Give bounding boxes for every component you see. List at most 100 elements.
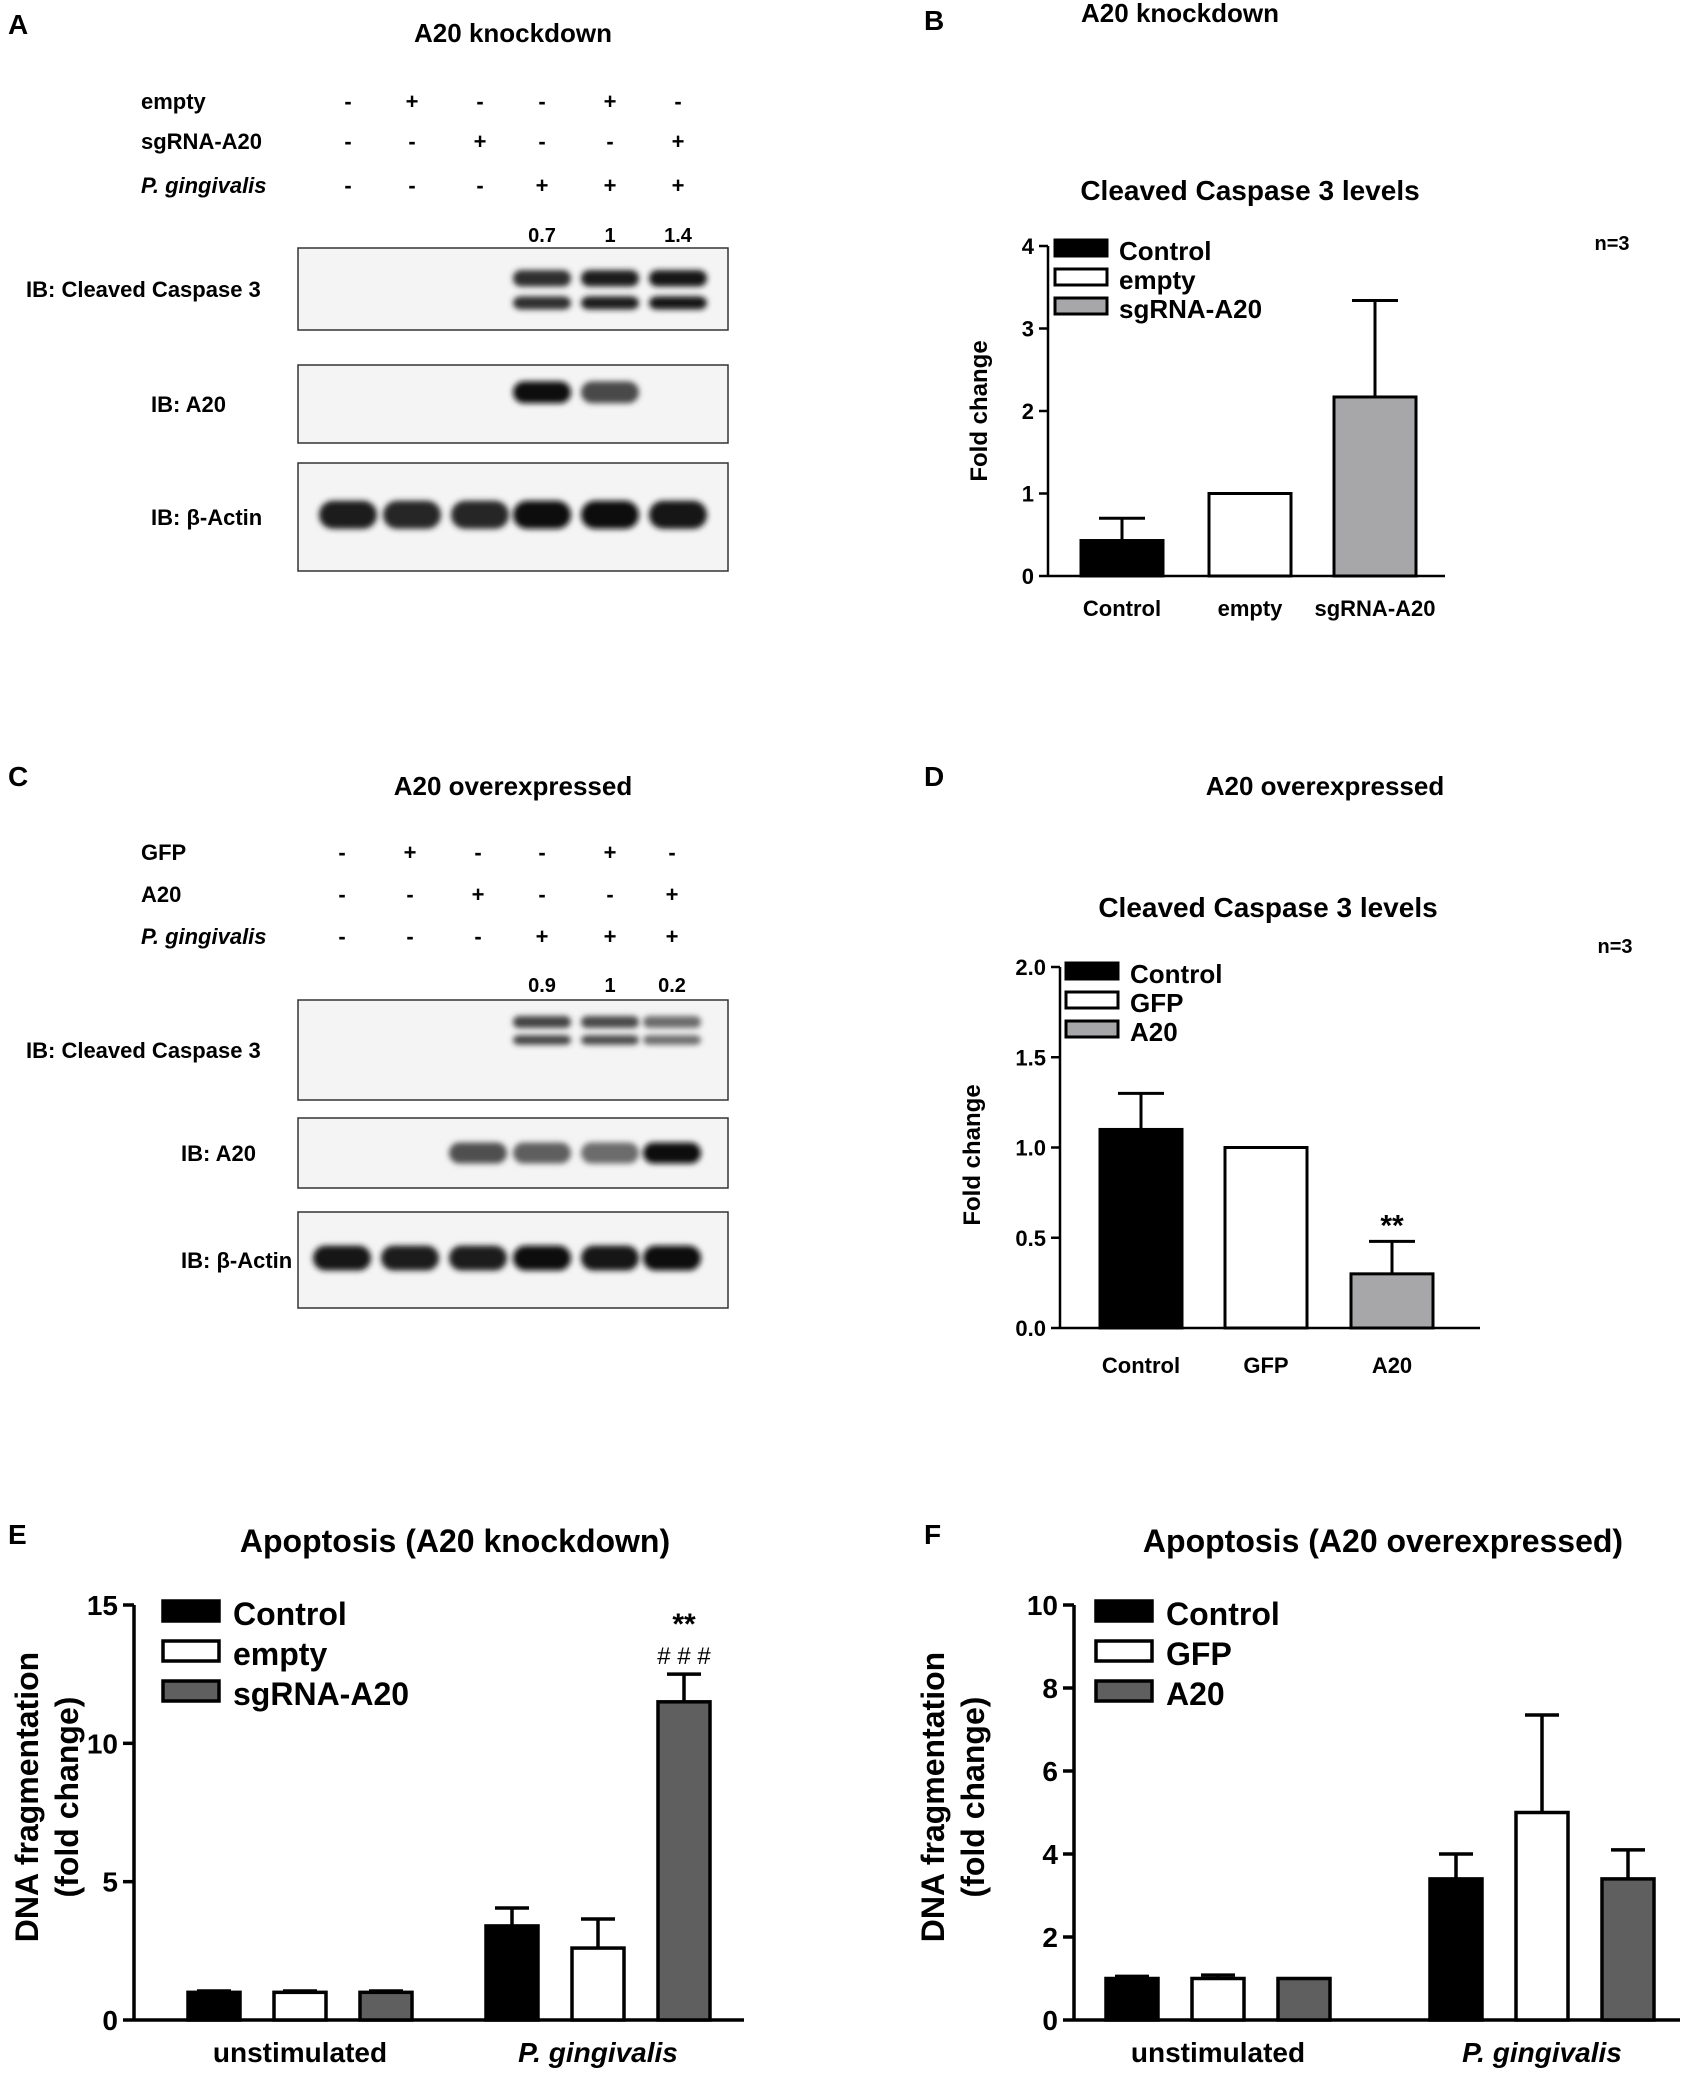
bar <box>1332 395 1418 578</box>
bar <box>484 1924 540 2022</box>
y-tick-label: 1 <box>1022 482 1034 507</box>
protein-band <box>513 1245 571 1271</box>
legend-label: Control <box>1130 959 1222 989</box>
chart-title: Cleaved Caspase 3 levels <box>1098 892 1437 923</box>
condition-sign: + <box>406 89 419 114</box>
significance-marker: ** <box>1380 1209 1404 1242</box>
protein-band <box>581 1142 639 1164</box>
condition-sign: - <box>344 129 351 154</box>
blot-membrane <box>297 364 729 444</box>
legend-swatch <box>1094 1599 1154 1623</box>
condition-sign: + <box>472 882 485 907</box>
condition-sign: + <box>536 173 549 198</box>
protein-band <box>643 1016 701 1028</box>
blot-label: IB: A20 <box>151 392 226 417</box>
bar <box>1098 1127 1184 1330</box>
sample-size-label: n=3 <box>1594 233 1629 255</box>
y-tick-label: 4 <box>1042 1839 1058 1870</box>
blot-membrane <box>297 999 729 1101</box>
condition-label: sgRNA-A20 <box>141 129 262 154</box>
protein-band <box>513 381 571 404</box>
protein-band <box>449 1142 507 1164</box>
grouped-bar-chart-panel-f: Apoptosis (A20 overexpressed) 0 2 4 6 8 10 DNA… <box>915 1523 1680 2068</box>
x-tick-label: P. gingivalis <box>518 2037 678 2068</box>
x-tick-label: empty <box>1218 596 1284 621</box>
protein-band <box>643 1245 701 1271</box>
x-tick-label: unstimulated <box>213 2037 387 2068</box>
band-ratio: 0.9 <box>528 975 556 997</box>
y-tick-label: 0.5 <box>1015 1226 1046 1251</box>
bar <box>186 1990 242 2022</box>
chart-title: Apoptosis (A20 overexpressed) <box>1143 1523 1623 1559</box>
bar <box>570 1946 626 2022</box>
condition-sign: + <box>666 882 679 907</box>
condition-sign: - <box>668 840 675 865</box>
condition-sign: - <box>344 89 351 114</box>
protein-band <box>581 270 639 287</box>
blot-membrane <box>297 247 729 331</box>
condition-label: empty <box>141 89 207 114</box>
y-tick-label: 2.0 <box>1015 955 1046 980</box>
condition-sign: - <box>476 89 483 114</box>
bar <box>1104 1976 1160 2022</box>
protein-band <box>649 296 707 310</box>
condition-sign: - <box>408 173 415 198</box>
y-axis-label-line: (fold change) <box>955 1697 991 1898</box>
condition-sign: - <box>406 882 413 907</box>
legend-label: Control <box>1119 236 1211 266</box>
condition-sign: - <box>606 882 613 907</box>
y-axis-label: Fold change <box>966 340 993 481</box>
condition-sign: + <box>536 924 549 949</box>
protein-band <box>383 500 441 529</box>
condition-label: A20 <box>141 882 181 907</box>
y-axis-label-line: DNA fragmentation <box>9 1652 45 1942</box>
protein-band <box>513 1142 571 1164</box>
significance-marker: ** <box>672 1608 696 1641</box>
y-tick-label: 0 <box>102 2005 118 2036</box>
bar <box>1600 1877 1656 2022</box>
chart-supertitle: A20 overexpressed <box>1206 771 1444 801</box>
x-tick-label: Control <box>1102 1353 1180 1378</box>
condition-sign: - <box>474 924 481 949</box>
condition-label: GFP <box>141 840 186 865</box>
protein-band <box>643 1035 701 1045</box>
protein-band <box>449 1245 507 1271</box>
protein-band <box>581 381 639 404</box>
blot-label: IB: Cleaved Caspase 3 <box>26 277 261 302</box>
band-ratio: 0.2 <box>658 975 686 997</box>
legend-swatch <box>161 1599 221 1623</box>
condition-sign: - <box>406 924 413 949</box>
panel-letter-d: D <box>924 761 944 792</box>
protein-band <box>581 1016 639 1028</box>
condition-sign: - <box>344 173 351 198</box>
protein-band <box>643 1142 701 1164</box>
panel-letter-b: B <box>924 5 944 36</box>
y-tick-label: 2 <box>1042 1922 1058 1953</box>
y-tick-label: 2 <box>1022 399 1034 424</box>
band-ratio: 0.7 <box>528 225 556 247</box>
bar <box>1223 1146 1309 1330</box>
y-tick-label: 1.5 <box>1015 1045 1046 1070</box>
y-tick-label: 0 <box>1042 2005 1058 2036</box>
protein-band <box>581 500 639 529</box>
x-tick-label: GFP <box>1243 1353 1288 1378</box>
band-ratio: 1 <box>604 975 615 997</box>
panel-letter-a: A <box>8 9 28 40</box>
bar <box>1207 492 1293 578</box>
legend-label: sgRNA-A20 <box>233 1676 409 1712</box>
condition-label: P. gingivalis <box>141 173 267 198</box>
condition-sign: - <box>538 89 545 114</box>
bar <box>1428 1877 1484 2022</box>
condition-sign: + <box>474 129 487 154</box>
condition-sign: - <box>538 840 545 865</box>
protein-band <box>581 296 639 310</box>
y-tick-label: 10 <box>87 1728 118 1759</box>
condition-sign: - <box>674 89 681 114</box>
protein-band <box>649 500 707 529</box>
y-axis-label: Fold change <box>959 1084 986 1225</box>
condition-sign: - <box>408 129 415 154</box>
y-axis-label-line: (fold change) <box>49 1697 85 1898</box>
bar <box>1079 539 1165 578</box>
legend-swatch <box>1053 267 1109 287</box>
legend-swatch <box>1094 1679 1154 1703</box>
